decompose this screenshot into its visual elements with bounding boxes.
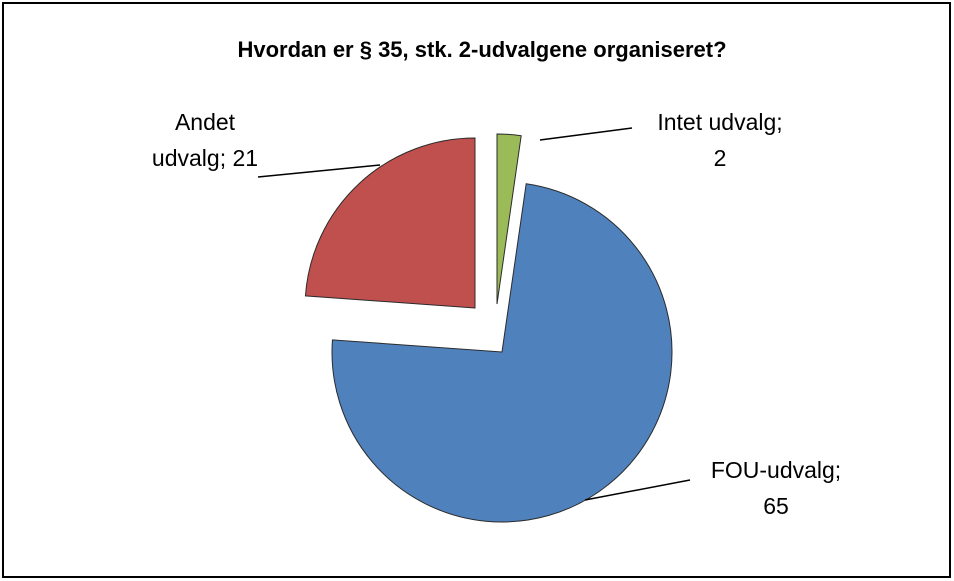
leader-line (257, 164, 381, 178)
data-label: Andet udvalg; 21 (152, 109, 258, 171)
pie-slice (331, 183, 673, 523)
data-label: Intet udvalg; 2 (657, 109, 782, 171)
chart-title: Hvordan er § 35, stk. 2-udvalgene organi… (237, 37, 726, 62)
data-label: FOU-udvalg; 65 (711, 457, 841, 519)
leader-line (539, 127, 633, 141)
pie-slice (496, 133, 522, 305)
pie-slice (304, 137, 476, 309)
leader-line (584, 479, 691, 501)
